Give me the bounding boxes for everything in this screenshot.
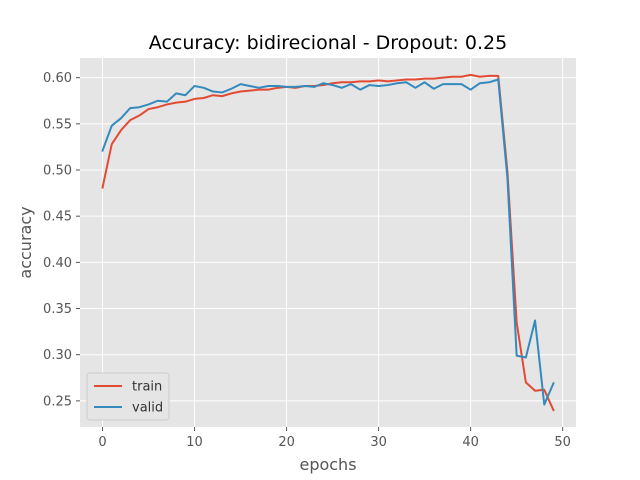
- plot-area-background: [80, 58, 576, 427]
- y-tick-label: 0.30: [43, 348, 72, 363]
- grid-lines: [80, 58, 576, 427]
- y-tick-label: 0.35: [43, 302, 72, 317]
- x-tick-label: 0: [98, 435, 106, 450]
- y-tick-label: 0.25: [43, 394, 72, 409]
- x-tick-label: 10: [186, 435, 203, 450]
- series-lines: [101, 73, 555, 412]
- x-tick-label: 50: [554, 435, 571, 450]
- x-axis-label: epochs: [299, 455, 356, 474]
- x-tick-label: 40: [462, 435, 479, 450]
- x-tick-label: 20: [278, 435, 295, 450]
- chart-title: Accuracy: bidirecional - Dropout: 0.25: [149, 32, 507, 54]
- series-line-valid: [101, 78, 555, 406]
- legend-box: [86, 372, 170, 421]
- legend: train valid: [86, 372, 170, 421]
- y-tick-label: 0.45: [43, 210, 72, 225]
- y-tick-label: 0.55: [43, 117, 72, 132]
- legend-label-valid: valid: [132, 401, 163, 416]
- y-tick-label: 0.60: [43, 71, 72, 86]
- legend-label-train: train: [132, 380, 162, 395]
- y-axis-label: accuracy: [16, 206, 35, 278]
- axis-ticks: 0 10 20 30 40 50 0.25 0.30 0.35 0.40 0.45 0.50 0.55 0…: [43, 71, 571, 450]
- x-tick-label: 30: [370, 435, 387, 450]
- y-tick-label: 0.50: [43, 164, 72, 179]
- y-tick-label: 0.40: [43, 256, 72, 271]
